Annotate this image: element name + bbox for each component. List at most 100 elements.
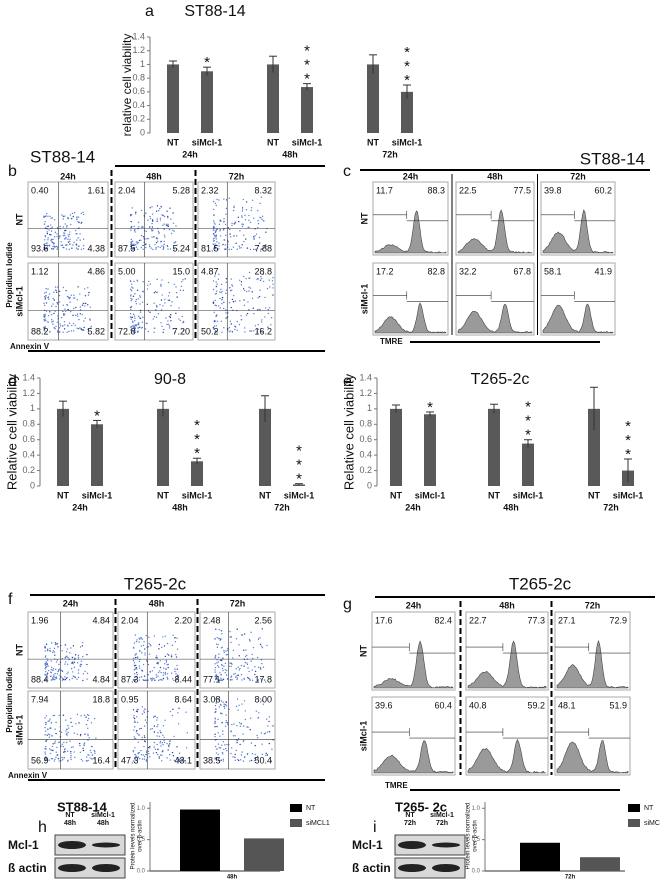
- dot: [66, 225, 68, 227]
- dot: [132, 331, 135, 333]
- dot: [241, 216, 243, 218]
- dot: [94, 750, 96, 753]
- dot: [70, 754, 72, 757]
- dot: [168, 315, 171, 318]
- dot: [65, 656, 67, 658]
- dot: [178, 752, 181, 754]
- dot: [239, 279, 241, 281]
- dot: [167, 666, 169, 669]
- dot: [148, 642, 150, 645]
- dot: [219, 228, 221, 231]
- dot: [223, 703, 225, 705]
- dot: [44, 297, 47, 299]
- blot-row-label: ß actin: [352, 861, 391, 875]
- quadrant-value: 88.2: [31, 326, 49, 336]
- plot-frame: [199, 690, 276, 770]
- dot: [261, 218, 263, 221]
- dot: [240, 674, 243, 676]
- dot: [166, 742, 168, 745]
- dot: [89, 318, 91, 320]
- dot: [176, 664, 178, 667]
- dot: [66, 676, 68, 679]
- histogram: [542, 303, 614, 334]
- group-label: 48h: [172, 502, 188, 512]
- dot: [231, 723, 233, 726]
- dot: [157, 748, 159, 750]
- dot: [79, 309, 82, 311]
- dot: [144, 654, 146, 656]
- dot: [238, 247, 241, 249]
- dot: [223, 238, 225, 241]
- dot: [82, 213, 85, 216]
- dot: [83, 714, 86, 717]
- dot: [135, 246, 138, 248]
- dot: [52, 650, 55, 652]
- dot: [235, 235, 238, 237]
- dot: [157, 313, 160, 315]
- dot: [219, 230, 221, 232]
- column-header: 24h: [63, 598, 79, 608]
- gate-value: 77.3: [527, 615, 545, 625]
- dot: [236, 329, 238, 331]
- dot: [66, 244, 68, 246]
- dot: [53, 299, 56, 301]
- dot: [224, 668, 226, 671]
- dot: [142, 316, 144, 319]
- dot: [68, 297, 71, 300]
- x-tick-label: siMcl-1: [513, 490, 544, 500]
- dot: [264, 316, 266, 318]
- quadrant-value: 2.20: [174, 615, 192, 625]
- dot: [241, 703, 243, 705]
- dot: [215, 304, 217, 307]
- dot: [132, 295, 135, 298]
- dot: [163, 328, 165, 331]
- plot-frame: [197, 262, 276, 341]
- dot: [214, 202, 217, 205]
- dot: [236, 248, 239, 250]
- dot: [212, 243, 215, 245]
- dot: [221, 302, 223, 305]
- y-tick-label: 0.6: [359, 434, 372, 444]
- dot: [225, 289, 228, 291]
- dot: [142, 248, 144, 251]
- dot: [131, 325, 133, 328]
- dot: [160, 672, 162, 674]
- dot: [45, 715, 48, 717]
- dot: [250, 631, 252, 633]
- dot: [135, 244, 137, 246]
- dot: [248, 638, 251, 641]
- dot: [164, 635, 167, 637]
- quadrant-value: 50.2: [201, 326, 219, 336]
- dot: [244, 214, 246, 217]
- dot: [141, 301, 144, 303]
- dot: [218, 242, 220, 244]
- dot: [81, 760, 84, 762]
- dot: [85, 723, 88, 726]
- dot: [232, 735, 235, 737]
- bar: [267, 64, 279, 133]
- dot: [55, 676, 57, 678]
- dot: [167, 299, 170, 301]
- dot: [67, 217, 69, 220]
- blot-row-label: Mcl-1: [352, 838, 383, 852]
- dot: [176, 675, 178, 677]
- dot: [135, 668, 137, 670]
- dot: [82, 673, 85, 675]
- dot: [260, 196, 263, 198]
- dot: [166, 757, 168, 759]
- dot: [142, 236, 145, 238]
- dot: [223, 327, 225, 329]
- dot: [66, 295, 69, 298]
- dot: [44, 679, 46, 681]
- blot-title: ST88-14: [57, 799, 108, 814]
- dot: [130, 316, 132, 318]
- dot: [44, 668, 46, 670]
- dot: [145, 246, 147, 249]
- dot: [221, 632, 223, 635]
- dot: [147, 280, 150, 283]
- dot: [220, 235, 222, 237]
- dot: [249, 729, 251, 731]
- dot: [44, 726, 46, 729]
- dot: [218, 273, 220, 276]
- dot: [54, 642, 57, 644]
